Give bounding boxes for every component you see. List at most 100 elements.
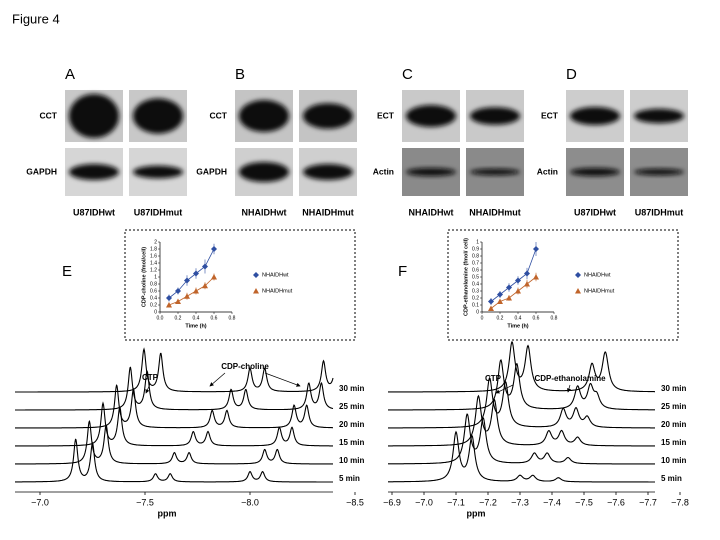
legend-marker — [253, 288, 259, 294]
x-tick-label: −7.8 — [671, 497, 689, 507]
inset-ytick-label: 1.8 — [150, 246, 157, 252]
panel-letter: D — [566, 66, 577, 83]
panel-letter: E — [62, 263, 72, 280]
peak-annotation: CTP — [142, 373, 159, 382]
data-point — [497, 291, 503, 298]
inset-ytick-label: 0 — [476, 309, 479, 315]
inset-ytick-label: 2 — [154, 239, 157, 245]
row-label: CCT — [40, 110, 58, 120]
inset-ytick-label: 0.1 — [472, 302, 479, 308]
inset-ytick-label: 0.8 — [150, 281, 157, 287]
data-point — [184, 293, 190, 299]
x-tick-label: −7.5 — [136, 497, 154, 507]
legend-marker — [575, 272, 581, 278]
trace-label: 5 min — [339, 474, 360, 483]
legend-label: NHAIDHwt — [262, 272, 289, 278]
row-label: GAPDH — [26, 166, 57, 176]
blot-band — [406, 105, 456, 127]
inset-ytick-label: 0.4 — [472, 281, 479, 287]
nmr-trace — [15, 401, 333, 447]
trace-label: 30 min — [339, 384, 364, 393]
nmr-trace — [388, 359, 655, 411]
data-point — [506, 295, 512, 301]
inset-ytick-label: 1.4 — [150, 260, 157, 266]
inset-ytick-label: 0.9 — [472, 246, 479, 252]
peak-annotation: CTP — [485, 374, 502, 383]
blot-band — [239, 100, 289, 132]
inset-xtick-label: 0 — [481, 315, 484, 321]
trace-label: 15 min — [661, 438, 686, 447]
trace-label: 10 min — [339, 456, 364, 465]
x-tick-label: −6.9 — [383, 497, 401, 507]
trace-label: 20 min — [339, 420, 364, 429]
data-point — [533, 274, 539, 280]
inset-ytick-label: 0.7 — [472, 260, 479, 266]
data-point — [515, 288, 521, 294]
blot-band — [303, 103, 353, 129]
blot-band — [634, 108, 684, 124]
data-point — [175, 288, 181, 294]
trace-label: 5 min — [661, 474, 682, 483]
trace-label: 30 min — [661, 384, 686, 393]
nmr-trace — [388, 413, 655, 465]
data-point — [175, 298, 181, 304]
legend-marker — [575, 288, 581, 294]
x-axis-label: ppm — [158, 508, 177, 518]
data-point — [533, 246, 539, 252]
inset-xtick-label: 0.4 — [193, 315, 200, 321]
panel-letter: A — [65, 66, 75, 83]
trace-label: 10 min — [661, 456, 686, 465]
inset-xlabel: Time (h) — [507, 323, 528, 329]
inset-ytick-label: 1 — [476, 239, 479, 245]
blot-band — [406, 168, 456, 176]
data-point — [202, 282, 208, 289]
annotation-arrow — [566, 384, 571, 393]
inset-ytick-label: 0.3 — [472, 288, 479, 294]
inset-xtick-label: 0.6 — [211, 315, 218, 321]
inset-ytick-label: 0.2 — [150, 302, 157, 308]
row-label: Actin — [537, 166, 558, 176]
inset-ytick-label: 0.6 — [472, 267, 479, 273]
nmr-trace — [388, 376, 655, 429]
legend-marker — [253, 272, 259, 278]
blot-band — [570, 168, 620, 176]
blot-band — [470, 168, 520, 176]
lane-label: NHAIDHmut — [469, 207, 521, 217]
panel-letter: C — [402, 66, 413, 83]
data-point — [211, 246, 217, 252]
data-point — [488, 305, 494, 311]
data-point — [202, 263, 208, 270]
blot-band — [69, 94, 119, 138]
peak-annotation: CDP-choline — [221, 362, 269, 371]
nmr-trace — [15, 419, 333, 465]
data-point — [497, 298, 503, 304]
inset-xtick-label: 0.6 — [533, 315, 540, 321]
data-point — [166, 295, 172, 301]
inset-ytick-label: 1.2 — [150, 267, 157, 273]
annotation-arrow — [264, 372, 301, 387]
trace-label: 25 min — [339, 402, 364, 411]
nmr-trace — [15, 347, 334, 393]
data-point — [211, 274, 217, 280]
legend-label: NHAIDHmut — [262, 288, 293, 294]
inset-xlabel: Time (h) — [185, 323, 206, 329]
x-tick-label: −7.6 — [607, 497, 625, 507]
inset-ytick-label: 0.8 — [472, 253, 479, 259]
data-point — [488, 298, 494, 305]
figure-title: Figure 4 — [12, 11, 60, 26]
nmr-trace — [388, 430, 655, 483]
blot-band — [133, 165, 183, 179]
inset-xtick-label: 0.2 — [497, 315, 504, 321]
inset-ylabel: CDP-choline (fmol/cell) — [141, 247, 147, 307]
legend-label: NHAIDHmut — [584, 288, 615, 294]
x-axis-label: ppm — [467, 508, 486, 518]
row-label: CCT — [210, 110, 228, 120]
lane-label: NHAIDHwt — [409, 207, 454, 217]
inset-ytick-label: 0.2 — [472, 295, 479, 301]
data-point — [193, 288, 199, 294]
data-point — [166, 302, 172, 308]
row-label: ECT — [541, 110, 559, 120]
x-tick-label: −7.7 — [639, 497, 657, 507]
blot-band — [570, 107, 620, 125]
